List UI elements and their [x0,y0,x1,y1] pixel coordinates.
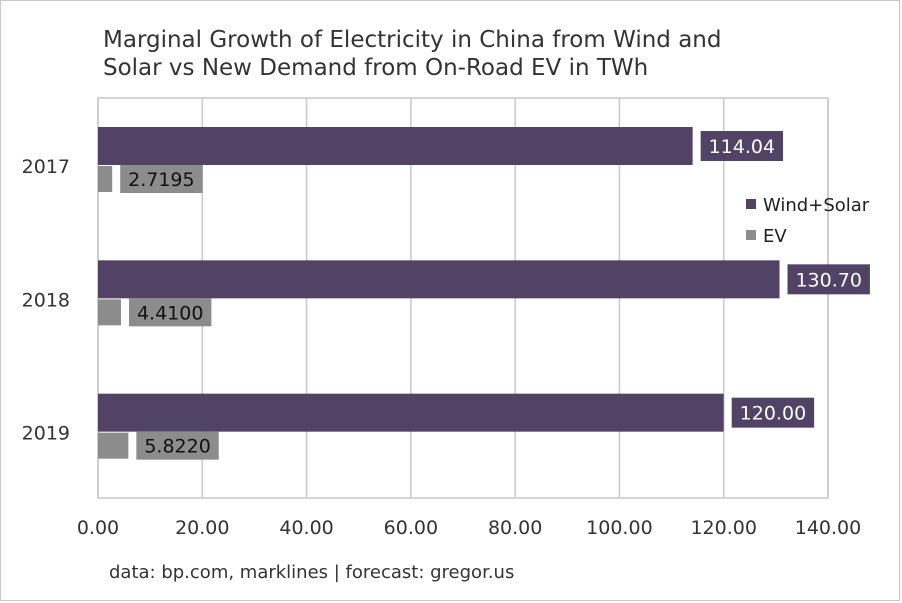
x-tick-label: 140.00 [795,517,861,539]
bar-wind-solar [98,127,693,165]
bar-ev [98,432,129,459]
category-label: 2018 [22,289,70,311]
data-label-wind-solar: 120.00 [740,403,806,425]
data-labels: 114.04 2.7195 130.70 4.4100 120.00 5.8220 [120,131,870,460]
category-label: 2017 [22,156,70,178]
x-tick-label: 80.00 [488,517,542,539]
chart-title: Marginal Growth of Electricity in China … [103,26,721,82]
chart-title-line-2: Solar vs New Demand from On-Road EV in T… [103,55,649,81]
data-label-box-ev [120,165,203,193]
legend-label-wind-solar: Wind+Solar [763,195,870,216]
x-tick-label: 60.00 [384,517,438,539]
x-tick-label: 20.00 [175,517,229,539]
source-note: data: bp.com, marklines | forecast: greg… [109,562,515,583]
data-label-ev: 2.7195 [128,169,194,191]
bar-ev [98,166,113,192]
category-label: 2019 [22,423,70,445]
data-label-box-wind-solar [731,397,815,428]
legend-swatch-wind-solar [746,199,756,209]
x-tick-label: 100.00 [586,517,652,539]
bar-wind-solar [98,393,724,432]
x-tick-label: 0.00 [77,517,119,539]
data-label-box-wind-solar [787,264,870,295]
bars [98,127,780,459]
bar-wind-solar [98,260,780,299]
data-label-box-ev [128,298,212,327]
legend: Wind+Solar EV [746,195,870,247]
data-label-ev: 4.4100 [137,302,203,324]
bar-ev [98,299,121,326]
axes: 0.00 20.00 40.00 60.00 80.00 100.00 120.00 140.… [22,156,862,539]
data-label-box-ev [136,431,219,460]
legend-swatch-ev [746,230,756,240]
x-tick-label: 120.00 [690,517,756,539]
chart-title-line-1: Marginal Growth of Electricity in China … [103,27,722,53]
data-label-wind-solar: 114.04 [709,136,775,158]
x-tick-label: 40.00 [279,517,333,539]
legend-label-ev: EV [763,226,787,247]
data-label-box-wind-solar [700,131,784,161]
data-label-ev: 5.8220 [144,436,210,458]
data-label-wind-solar: 130.70 [795,269,861,291]
